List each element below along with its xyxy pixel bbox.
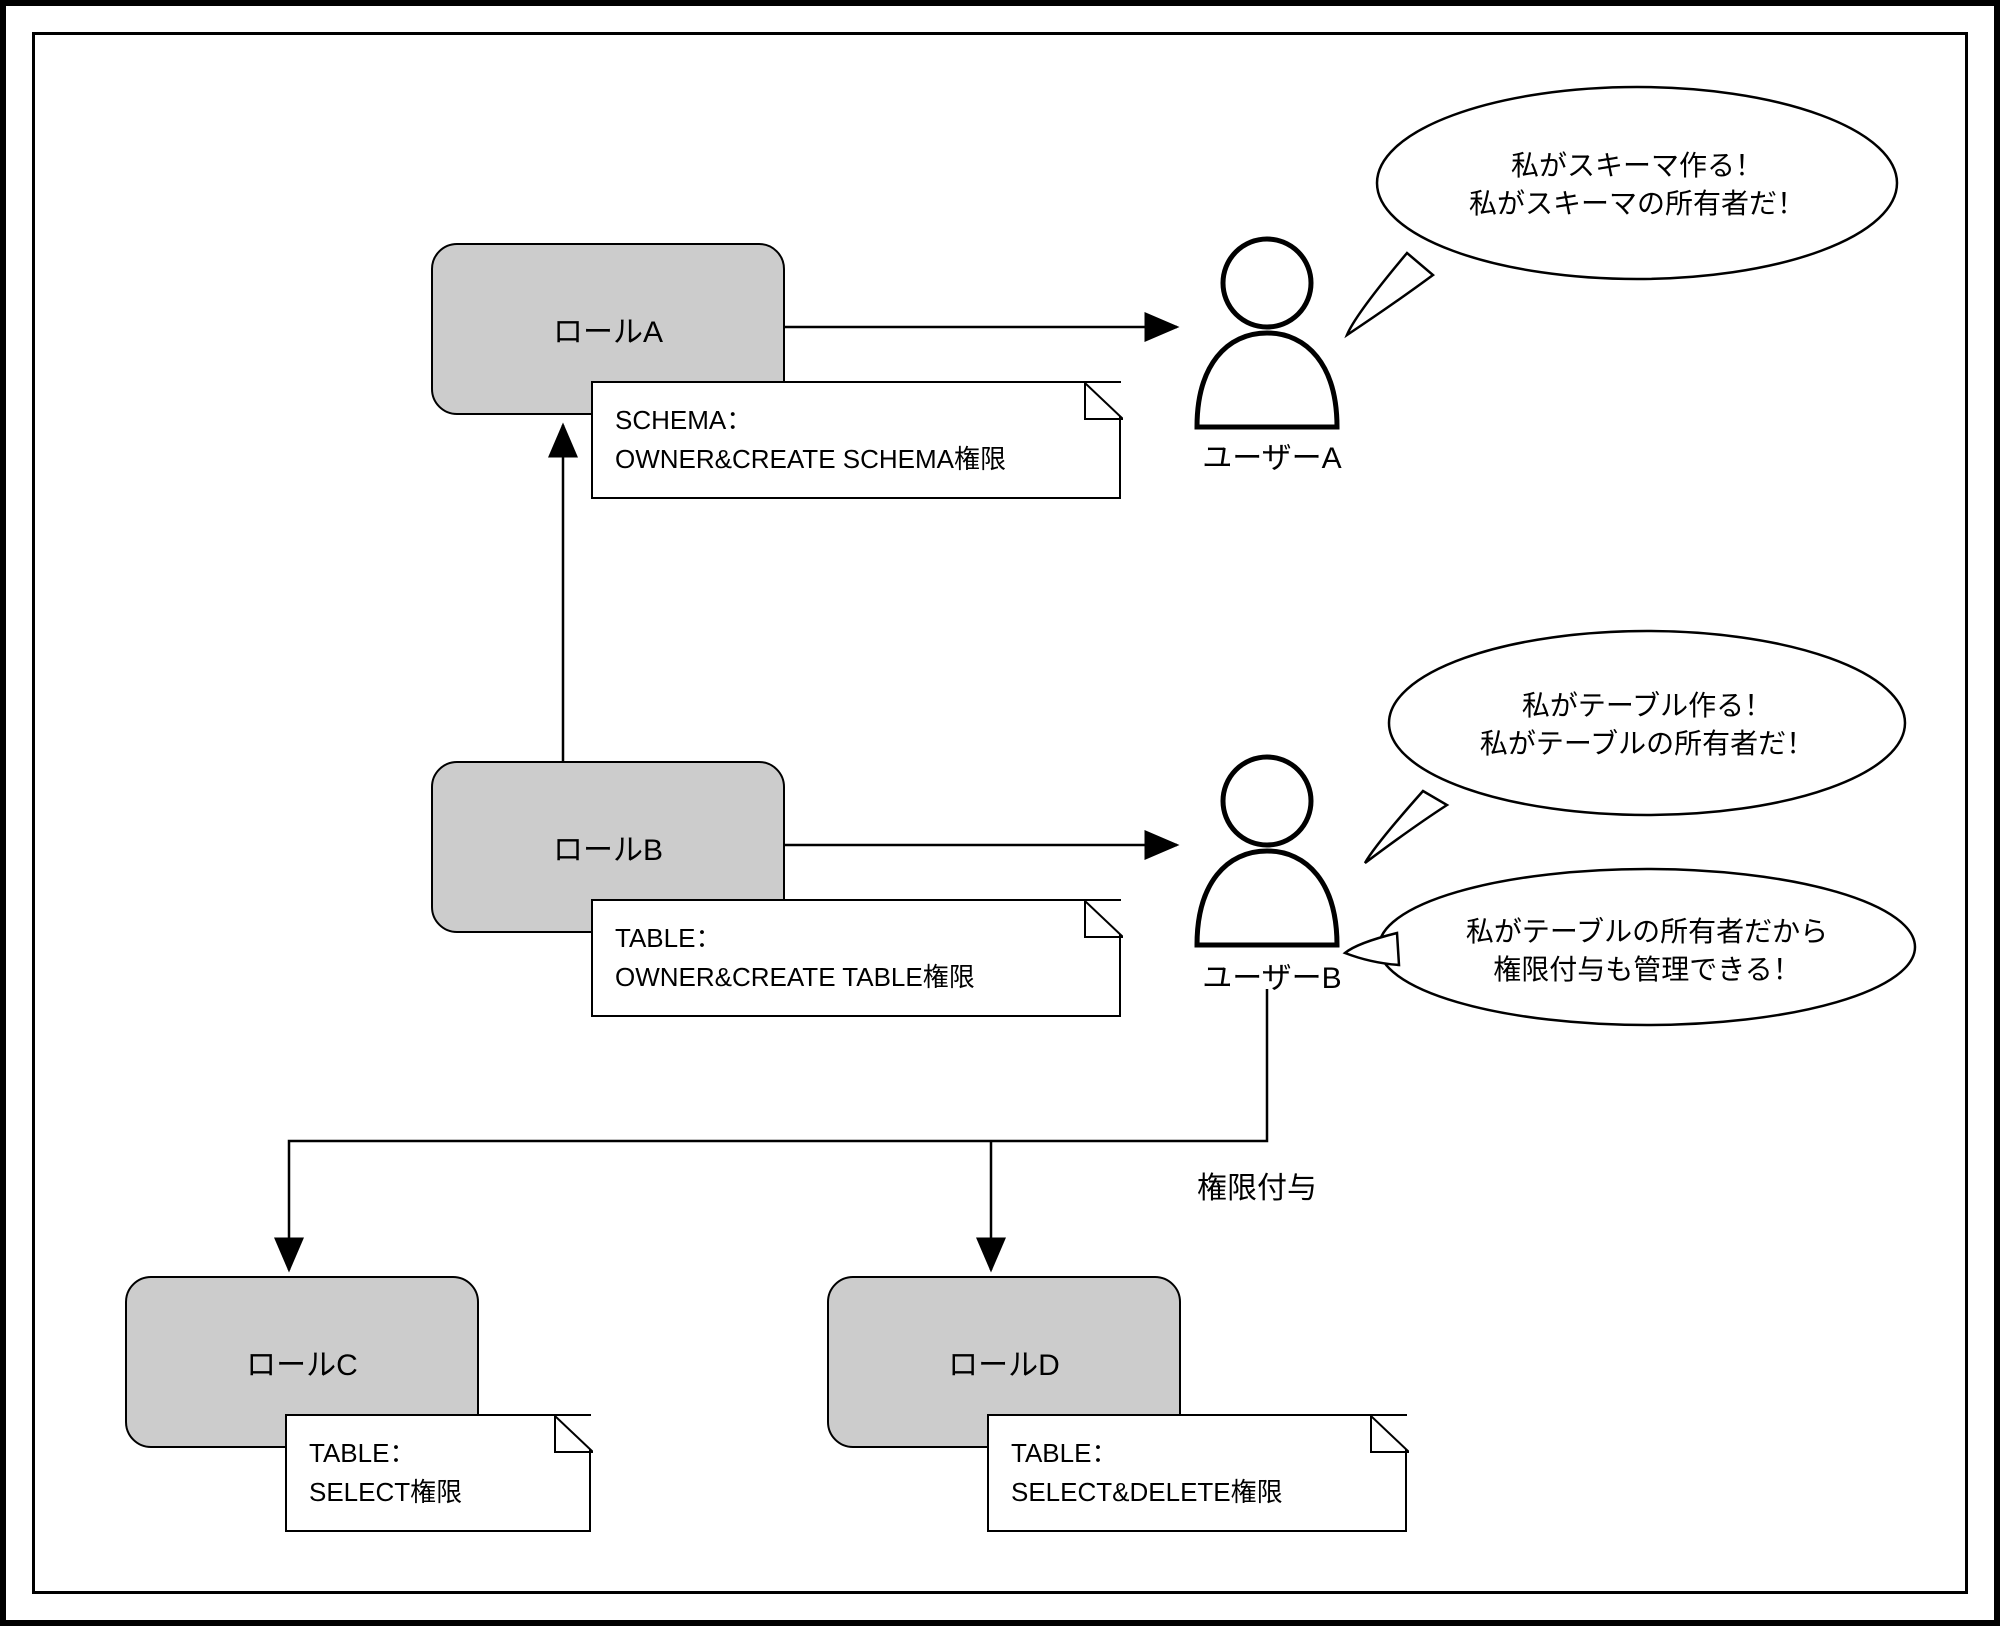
speech-a1-line1: 私がスキーマ作る！ <box>1465 147 1809 185</box>
user-b-label: ユーザーB <box>1197 953 1347 997</box>
outer-frame: ロールA ロールB ロールC ロールD SCHEMA： OWNER&CREATE… <box>0 0 2000 1626</box>
speech-a1-line2: 私がスキーマの所有者だ！ <box>1465 185 1809 223</box>
speech-a1-text: 私がスキーマ作る！ 私がスキーマの所有者だ！ <box>1465 147 1809 223</box>
role-b-label: ロールB <box>553 825 663 869</box>
note-a-line1: SCHEMA： <box>615 401 1097 440</box>
grant-label: 権限付与 <box>1197 1163 1317 1207</box>
note-d: TABLE： SELECT&DELETE権限 <box>987 1414 1407 1532</box>
note-d-line1: TABLE： <box>1011 1434 1383 1473</box>
grant-path-to-C <box>289 989 1267 1270</box>
note-d-line2: SELECT&DELETE権限 <box>1011 1473 1383 1512</box>
note-c: TABLE： SELECT権限 <box>285 1414 591 1532</box>
note-c-line2: SELECT権限 <box>309 1473 567 1512</box>
role-d-label: ロールD <box>948 1340 1060 1384</box>
speech-b1-text: 私がテーブル作る！ 私がテーブルの所有者だ！ <box>1477 687 1817 763</box>
speech-b1-line2: 私がテーブルの所有者だ！ <box>1477 725 1817 763</box>
note-b: TABLE： OWNER&CREATE TABLE権限 <box>591 899 1121 1017</box>
user-a-label: ユーザーA <box>1197 433 1347 477</box>
note-c-line1: TABLE： <box>309 1434 567 1473</box>
note-a: SCHEMA： OWNER&CREATE SCHEMA権限 <box>591 381 1121 499</box>
user-a-icon <box>1197 239 1337 427</box>
note-b-line2: OWNER&CREATE TABLE権限 <box>615 958 1097 997</box>
speech-b2-line1: 私がテーブルの所有者だから <box>1463 913 1831 951</box>
speech-b1-line1: 私がテーブル作る！ <box>1477 687 1817 725</box>
note-a-line2: OWNER&CREATE SCHEMA権限 <box>615 440 1097 479</box>
role-a-label: ロールA <box>553 307 663 351</box>
speech-b2-text: 私がテーブルの所有者だから 権限付与も管理できる！ <box>1463 913 1831 989</box>
role-c-label: ロールC <box>246 1340 358 1384</box>
speech-b2-line2: 権限付与も管理できる！ <box>1463 951 1831 989</box>
user-b-icon <box>1197 757 1337 945</box>
note-b-line1: TABLE： <box>615 919 1097 958</box>
inner-frame: ロールA ロールB ロールC ロールD SCHEMA： OWNER&CREATE… <box>32 32 1968 1594</box>
